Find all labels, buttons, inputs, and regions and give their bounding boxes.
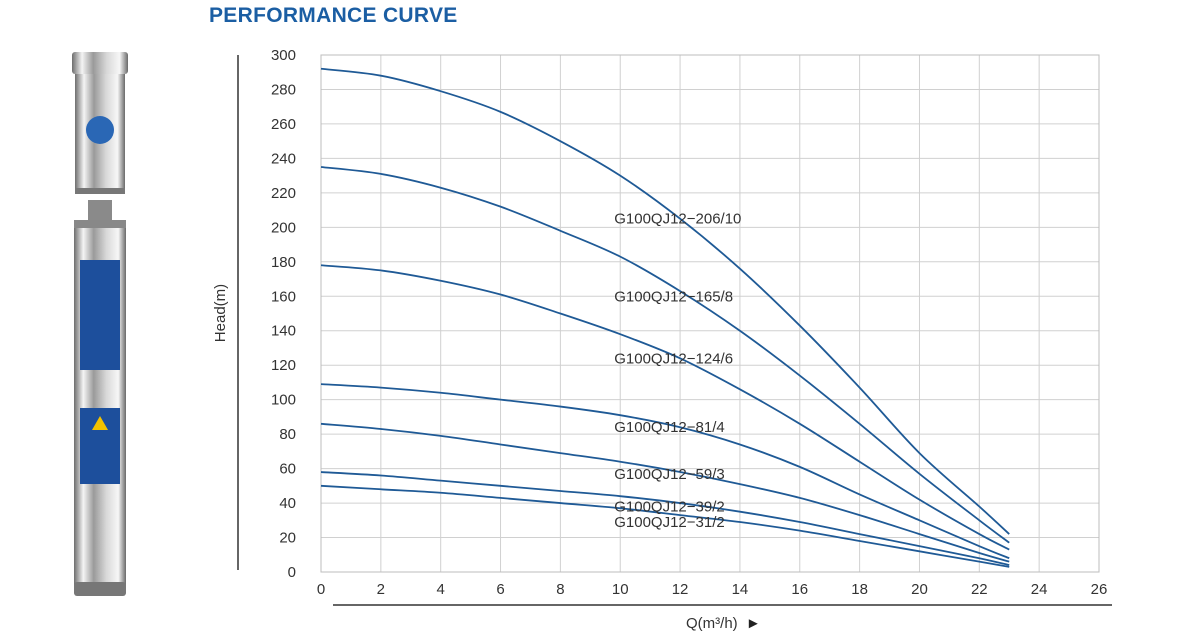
series-line-1 [320,166,1010,544]
page-title: PERFORMANCE CURVE [209,4,458,27]
y-tick-label-8: 160 [271,288,296,305]
x-tick-label-7: 14 [732,581,749,598]
y-tick-label-4: 80 [279,426,296,443]
x-tick-label-1: 2 [377,581,385,598]
y-tick-label-1: 20 [279,530,296,547]
x-tick-label-2: 4 [437,581,445,598]
y-tick-label-9: 180 [271,254,296,271]
y-tick-label-5: 100 [271,392,296,409]
plot-frame [320,54,1100,573]
y-tick-label-14: 280 [271,81,296,98]
y-tick-label-12: 240 [271,150,296,167]
y-tick-label-6: 120 [271,357,296,374]
series-label-1: G100QJ12−165/8 [614,288,733,305]
chart-grid [320,54,1100,573]
series-line-6 [320,484,1010,568]
x-tick-label-9: 18 [851,581,868,598]
series-label-2: G100QJ12−124/6 [614,350,733,367]
chart-x-axis-label: Q(m³/h) ► [686,615,761,632]
y-tick-label-2: 40 [279,495,296,512]
x-tick-label-3: 6 [496,581,504,598]
x-tick-label-5: 10 [612,581,629,598]
series-label-3: G100QJ12−81/4 [614,419,725,436]
y-tick-label-3: 60 [279,461,296,478]
series-label-4: G100QJ12−59/3 [614,466,725,483]
series-label-5: G100QJ12−39/2 [614,499,725,516]
x-tick-label-4: 8 [556,581,564,598]
x-tick-label-13: 26 [1091,581,1108,598]
x-tick-label-0: 0 [317,581,325,598]
chart-x-axis-label-text: Q(m³/h) [686,615,738,632]
x-tick-label-12: 24 [1031,581,1048,598]
x-tick-label-10: 20 [911,581,928,598]
y-tick-label-0: 0 [288,564,296,581]
series-label-6: G100QJ12−31/2 [614,514,725,531]
x-tick-label-11: 22 [971,581,988,598]
series-line-5 [320,471,1010,566]
y-tick-label-13: 260 [271,116,296,133]
chart-y-axis-label: Head(m) [212,284,229,342]
y-tick-label-11: 220 [271,185,296,202]
x-tick-label-8: 16 [791,581,808,598]
y-tick-label-7: 140 [271,323,296,340]
series-line-4 [320,422,1010,563]
series-label-0: G100QJ12−206/10 [614,211,741,228]
chart-x-axis-arrow: ► [746,615,761,632]
x-tick-label-6: 12 [672,581,689,598]
submersible-pump-image [72,52,128,596]
series-line-0 [320,67,1010,535]
y-tick-label-10: 200 [271,219,296,236]
series-line-3 [320,383,1010,560]
series-line-2 [320,264,1010,551]
y-tick-label-15: 300 [271,47,296,64]
